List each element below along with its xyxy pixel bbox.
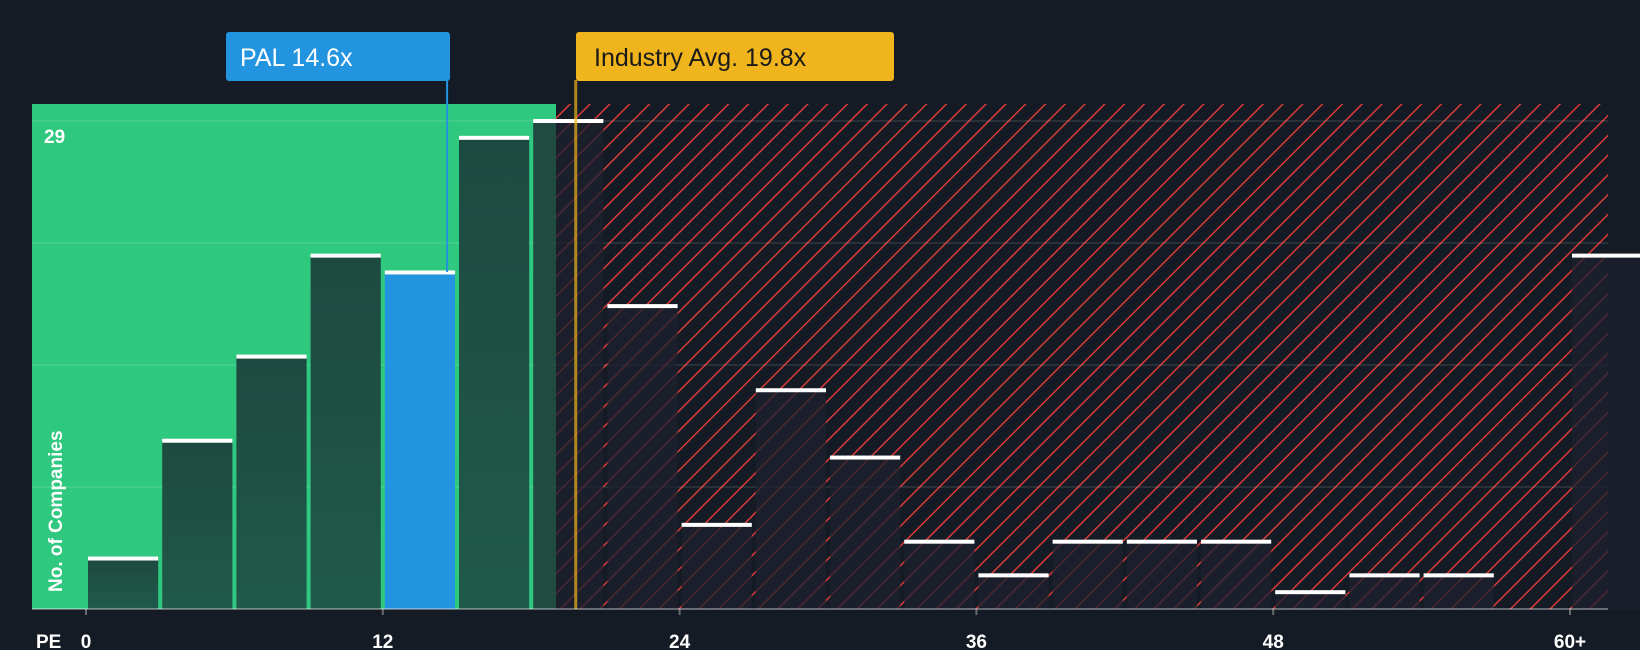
histogram-bar (755, 390, 826, 609)
histogram-bar (459, 137, 530, 610)
bar-top-marker (310, 253, 381, 258)
histogram-bar (978, 575, 1049, 609)
bar-top-marker (384, 270, 455, 275)
histogram-bar (88, 558, 159, 609)
industry-callout-box (576, 32, 894, 81)
histogram-bar (1275, 592, 1346, 609)
bar-top-marker (162, 438, 233, 443)
histogram-bar (1201, 541, 1272, 609)
bar-top-marker (830, 455, 901, 460)
y-axis-max-label: 29 (44, 127, 65, 148)
bar-top-marker (1201, 539, 1272, 544)
histogram-bar (1349, 575, 1420, 609)
company-pe-callout: PAL 14.6x (226, 32, 450, 81)
histogram-bar (607, 306, 678, 609)
bar-top-marker (1275, 590, 1346, 595)
x-tick-label: 48 (1263, 632, 1284, 650)
bar-top-marker (755, 388, 826, 393)
bar-top-marker (1423, 573, 1494, 578)
histogram-bar (533, 121, 604, 609)
bar-top-marker (904, 539, 975, 544)
x-tick-label: 60+ (1554, 632, 1586, 650)
bar-top-marker (1572, 253, 1640, 258)
x-tick-label: 0 (81, 632, 92, 650)
x-tick-label: 24 (669, 632, 691, 650)
histogram-bar (1126, 541, 1197, 609)
histogram-bar (1572, 255, 1640, 609)
histogram-bars (88, 119, 1640, 610)
x-axis-ticks: 0 12 24 36 48 60+ (81, 609, 1586, 650)
bar-top-marker (1349, 573, 1420, 578)
company-callout-box (226, 32, 450, 81)
bar-top-marker (607, 304, 678, 309)
bar-top-marker (459, 135, 530, 140)
x-axis-title: PE (36, 632, 61, 650)
histogram-bar (830, 457, 901, 609)
marker-lines (446, 80, 578, 609)
bar-top-marker (978, 573, 1049, 578)
industry-avg-callout: Industry Avg. 19.8x (576, 32, 894, 81)
histogram-bar (384, 272, 455, 609)
histogram-bar (1423, 575, 1494, 609)
histogram-bar (1052, 541, 1123, 609)
histogram-bar (904, 541, 975, 609)
bar-top-marker (1052, 539, 1123, 544)
bar-top-marker (88, 556, 159, 561)
bar-top-marker (236, 354, 307, 359)
histogram-bar (681, 524, 752, 609)
histogram-bar (162, 440, 233, 609)
bar-top-marker (681, 522, 752, 527)
histogram-bar (310, 255, 381, 609)
y-axis-title: No. of Companies (46, 430, 67, 592)
bar-top-marker (1126, 539, 1197, 544)
industry-callout-label: Industry Avg. 19.8x (594, 44, 807, 72)
company-callout-label: PAL 14.6x (240, 44, 353, 72)
x-tick-label: 12 (372, 632, 393, 650)
bar-top-marker (533, 119, 604, 123)
x-tick-label: 36 (966, 632, 987, 650)
histogram-bar (236, 356, 307, 609)
